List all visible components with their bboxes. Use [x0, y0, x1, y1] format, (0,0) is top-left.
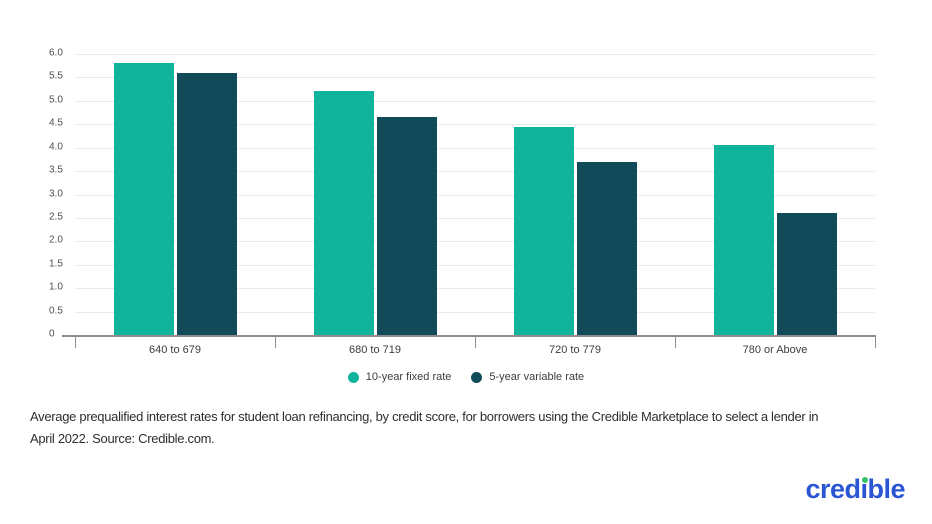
- y-axis-tick-label: 5.5: [49, 71, 63, 83]
- gridline: [75, 217, 875, 219]
- gridline: [75, 171, 875, 173]
- bar-group: [475, 54, 675, 335]
- x-axis-tick: [475, 335, 476, 348]
- x-axis-labels: 640 to 679 680 to 719 720 to 779 780 or Abo…: [75, 342, 875, 356]
- bar-5-year-variable-rate: [376, 117, 437, 335]
- gridline: [75, 147, 875, 149]
- x-axis-category-label: 680 to 719: [349, 344, 401, 356]
- gridline: [75, 288, 875, 290]
- y-axis-tick-label: 4.0: [49, 141, 63, 153]
- y-axis-tick-label: 4.5: [49, 117, 63, 129]
- bar-5-year-variable-rate: [776, 213, 837, 335]
- x-axis-category-label: 720 to 779: [549, 344, 601, 356]
- y-axis-tick-label: 0.5: [49, 305, 63, 317]
- gridline: [75, 77, 875, 79]
- gridline: [75, 100, 875, 102]
- chart-caption: Average prequalified interest rates for …: [30, 406, 930, 450]
- caption-line-1: Average prequalified interest rates for …: [30, 409, 819, 424]
- caption-line-2: April 2022. Source: Credible.com.: [30, 431, 215, 446]
- logo-i-dot: [862, 477, 869, 483]
- y-axis-tick-label: 1.0: [49, 281, 63, 293]
- legend-label: 10-year fixed rate: [365, 371, 452, 383]
- x-axis-tick: [275, 335, 276, 348]
- bar-10-year-fixed-rate: [713, 145, 774, 335]
- gridline: [75, 241, 875, 243]
- y-axis-tick-label: 3.0: [49, 188, 63, 200]
- legend-dot-icon: [347, 371, 359, 383]
- gridline: [75, 194, 875, 196]
- y-axis-tick-label: 6.0: [49, 47, 63, 59]
- x-axis-tick: [675, 335, 676, 348]
- bar-10-year-fixed-rate: [313, 91, 374, 335]
- credible-logo: credible: [805, 476, 905, 503]
- bar-group: [75, 54, 275, 335]
- y-axis-tick-label: 1.5: [49, 258, 63, 270]
- legend-item: 10-year fixed rate: [347, 371, 452, 383]
- bar-groups: [75, 54, 875, 335]
- gridline: [75, 54, 875, 55]
- y-axis-tick-label: 2.5: [49, 211, 63, 223]
- gridline: [75, 264, 875, 266]
- bar-10-year-fixed-rate: [113, 63, 174, 335]
- bar-5-year-variable-rate: [176, 72, 237, 335]
- bar-group: [675, 54, 875, 335]
- credible-logo-text: credible: [805, 474, 905, 504]
- legend-dot-icon: [471, 371, 483, 383]
- bar-10-year-fixed-rate: [513, 126, 574, 335]
- y-axis-tick-label: 5.0: [49, 94, 63, 106]
- bar-group: [275, 54, 475, 335]
- legend-label: 5-year variable rate: [489, 371, 585, 383]
- bar-5-year-variable-rate: [576, 161, 637, 335]
- x-axis-category-label: 780 or Above: [742, 344, 808, 356]
- y-axis-tick-label: 3.5: [49, 164, 63, 176]
- plot-area: 6.0 5.5 5.0 4.5 4.0 3.5 3.0 2.5 2.0 1.5 1.0 0.5 0: [49, 48, 875, 340]
- gridline: [75, 124, 875, 126]
- chart-legend: 10-year fixed rate 5-year variable rate: [0, 371, 932, 383]
- y-axis-tick-label: 0: [49, 328, 55, 340]
- x-axis-line: [62, 335, 875, 337]
- gridline: [75, 311, 875, 313]
- y-axis-tick-label: 2.0: [49, 234, 63, 246]
- x-axis-category-label: 640 to 679: [149, 344, 201, 356]
- x-axis-tick: [75, 335, 76, 348]
- legend-item: 5-year variable rate: [471, 371, 584, 383]
- x-axis-tick: [875, 335, 876, 348]
